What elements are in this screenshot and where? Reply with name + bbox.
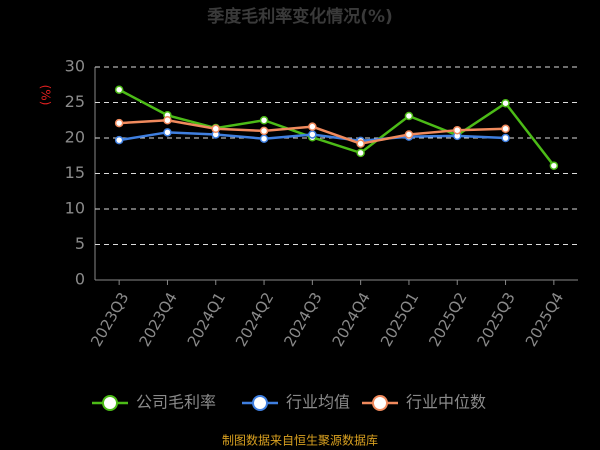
data-point [259, 116, 269, 125]
data-point [211, 124, 220, 134]
y-tick-label: 25 [65, 92, 85, 111]
data-point [501, 133, 510, 143]
legend-marker [102, 395, 118, 411]
data-point [404, 130, 414, 139]
data-point [114, 118, 124, 128]
data-point [259, 134, 269, 143]
data-point [114, 135, 124, 145]
legend-marker [372, 395, 388, 411]
legend-label: 行业中位数 [406, 393, 486, 412]
data-point [453, 125, 462, 135]
y-tick-label: 15 [65, 163, 85, 182]
y-axis-label: (%) [39, 85, 53, 106]
data-point [259, 126, 269, 136]
y-tick-label: 20 [65, 128, 85, 147]
y-tick-label: 30 [65, 57, 85, 76]
data-point [549, 161, 559, 170]
data-point [163, 116, 172, 125]
data-point [501, 98, 510, 108]
source-note: 制图数据来自恒生聚源数据库 [222, 433, 378, 448]
y-tick-label: 5 [75, 234, 85, 253]
data-point [114, 85, 124, 94]
data-point [308, 122, 317, 131]
y-tick-label: 0 [75, 270, 85, 289]
data-point [163, 128, 172, 137]
legend-marker [252, 395, 268, 411]
y-tick-label: 10 [65, 199, 85, 218]
legend-label: 行业均值 [286, 393, 350, 412]
series-line [118, 88, 555, 167]
data-point [308, 130, 317, 139]
legend-label: 公司毛利率 [136, 393, 216, 412]
data-point [356, 148, 365, 158]
data-point [356, 139, 365, 148]
data-point [404, 111, 414, 121]
data-point [501, 124, 510, 134]
chart-title: 季度毛利率变化情况(%) [207, 6, 393, 27]
